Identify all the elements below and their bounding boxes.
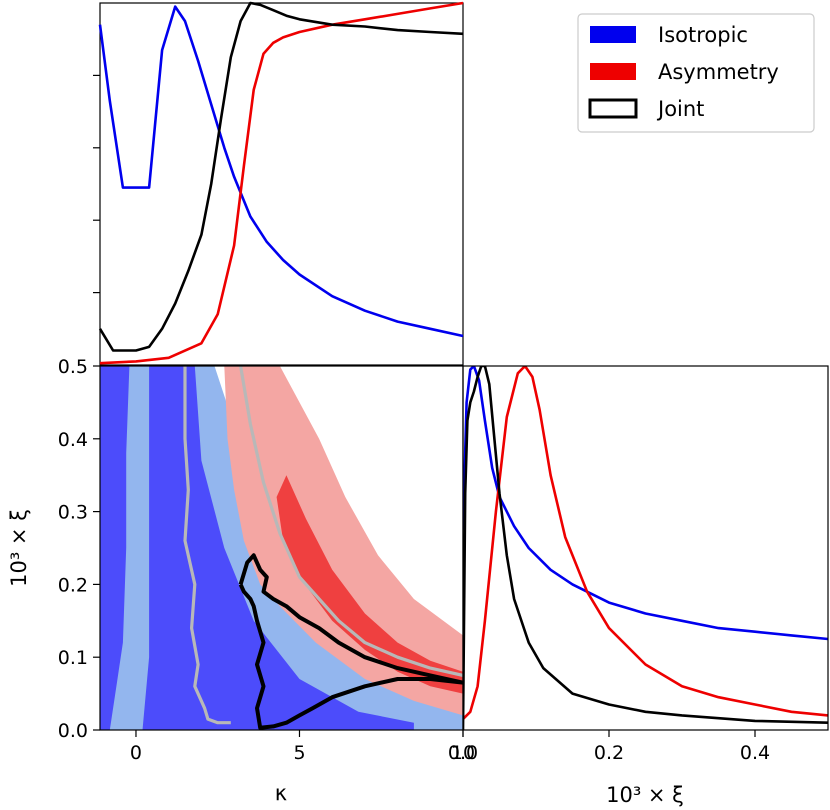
curve-joint — [463, 366, 828, 730]
y-tick-label: 0.0 — [58, 720, 88, 742]
line-joint-contour — [238, 553, 463, 730]
y-tick-label: 0.5 — [58, 356, 88, 378]
line-asymmetry-contour — [239, 366, 463, 677]
panel-bottom-left: 0 5 10 0.0 0.1 0.2 0.3 0.4 0.5 κ 10³ × ξ — [7, 356, 475, 805]
curve-asymmetry — [99, 1, 464, 365]
x-axis-label-left: κ — [275, 781, 287, 805]
panel-bottom-left-contour-lines — [183, 366, 463, 730]
x-tick-label: 5 — [293, 742, 305, 764]
legend: Isotropic Asymmetry Joint — [577, 13, 815, 133]
x-tick-label: 0.2 — [594, 742, 624, 764]
legend-label-joint: Joint — [656, 97, 704, 121]
curve-asymmetry — [463, 366, 828, 721]
panel-bottom-right-curves — [463, 366, 828, 730]
curve-isotropic — [463, 366, 828, 641]
x-tick-label: 0.4 — [740, 742, 770, 764]
x-tick-label: 10 — [451, 742, 475, 764]
panel-bottom-left-x-ticks: 0 5 10 — [130, 730, 475, 764]
curve-isotropic — [98, 5, 464, 338]
panel-bottom-right-x-ticks: 0.0 0.2 0.4 — [448, 730, 770, 764]
legend-label-asymmetry: Asymmetry — [658, 60, 779, 84]
x-tick-label: 0.0 — [448, 742, 478, 764]
panel-top-left — [93, 1, 464, 366]
legend-label-isotropic: Isotropic — [658, 23, 748, 47]
y-axis-label: 10³ × ξ — [7, 509, 31, 587]
legend-swatch-asymmetry — [590, 63, 636, 80]
legend-swatch-joint — [588, 98, 638, 119]
panel-bottom-right: 0.0 0.2 0.4 10³ × ξ — [448, 365, 829, 807]
panel-bottom-left-regions — [100, 366, 463, 730]
line-isotropic-contour — [183, 366, 231, 725]
x-axis-label-right: 10³ × ξ — [606, 783, 684, 807]
x-tick-label: 0 — [130, 742, 142, 764]
panel-bottom-left-y-ticks: 0.0 0.1 0.2 0.3 0.4 0.5 — [58, 356, 100, 742]
curve-joint — [98, 1, 464, 352]
panel-top-left-curves — [98, 1, 464, 365]
region-asymmetry-95 — [224, 366, 463, 716]
panel-top-left-y-ticks — [93, 74, 100, 294]
region-isotropic-68-right — [142, 366, 414, 730]
region-isotropic-68-left — [100, 366, 130, 730]
y-tick-label: 0.3 — [58, 502, 88, 524]
panel-top-left-frame — [99, 2, 464, 366]
y-tick-label: 0.1 — [58, 647, 88, 669]
legend-swatch-isotropic — [590, 26, 636, 43]
y-tick-label: 0.4 — [58, 429, 88, 451]
y-tick-label: 0.2 — [58, 574, 88, 596]
panel-bottom-right-frame — [462, 365, 829, 731]
